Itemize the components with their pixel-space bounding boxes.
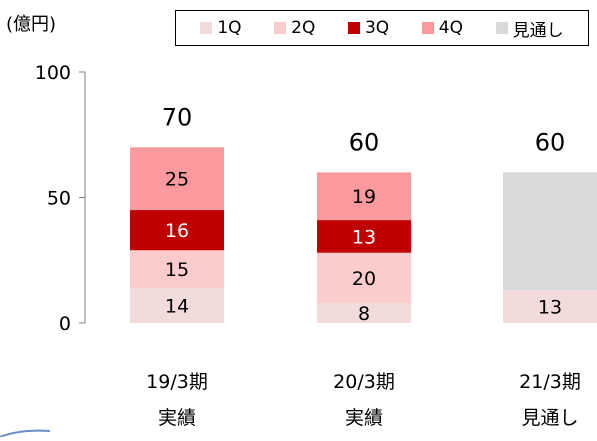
segment-data-label: 16 xyxy=(165,220,189,242)
legend: 1Q 2Q 3Q 4Q 見通し xyxy=(175,10,589,46)
segment-data-label: 14 xyxy=(165,295,189,317)
decorative-swoosh xyxy=(0,422,51,438)
legend-item-0: 1Q xyxy=(200,18,242,38)
x-category-label: 19/3期 xyxy=(146,371,208,393)
segment-data-label: 15 xyxy=(165,259,189,281)
legend-item-1: 2Q xyxy=(274,18,315,38)
x-category-sublabel: 実績 xyxy=(158,407,196,429)
bar-segment xyxy=(130,210,224,251)
y-tick-label: 100 xyxy=(35,62,71,84)
bar-segment xyxy=(503,290,597,323)
bar-segment xyxy=(503,172,597,291)
legend-swatch xyxy=(200,22,213,34)
x-category-label: 20/3期 xyxy=(333,371,395,393)
unit-label: (億円) xyxy=(6,14,57,35)
legend-swatch xyxy=(421,22,434,34)
segment-data-label: 13 xyxy=(352,226,376,248)
legend-swatch xyxy=(274,22,287,34)
segment-data-label: 8 xyxy=(358,303,370,325)
legend-label: 4Q xyxy=(438,18,463,38)
legend-swatch xyxy=(347,22,360,34)
legend-swatch xyxy=(495,22,508,34)
segment-data-label: 13 xyxy=(538,297,562,319)
legend-item-2: 3Q xyxy=(347,18,390,38)
y-tick-label: 0 xyxy=(59,313,71,335)
x-category-sublabel: 見通し xyxy=(521,407,578,429)
segment-data-label: 20 xyxy=(352,268,376,290)
x-category-label: 21/3期 xyxy=(519,371,581,393)
legend-label: 2Q xyxy=(291,18,316,38)
bar-segment xyxy=(317,220,411,253)
bar-segment xyxy=(130,287,224,323)
x-category-sublabel: 実績 xyxy=(345,407,383,429)
bar-segment xyxy=(130,147,224,211)
total-label: 60 xyxy=(349,128,380,156)
bar-segment xyxy=(317,172,411,221)
legend-item-3: 4Q xyxy=(421,18,463,38)
legend-label: 3Q xyxy=(364,18,390,38)
y-tick-label: 50 xyxy=(47,188,71,210)
legend-label: 1Q xyxy=(217,18,242,38)
segment-data-label: 25 xyxy=(165,169,189,191)
bar-segment xyxy=(130,250,224,288)
legend-label: 見通し xyxy=(512,20,564,41)
bar-segment xyxy=(317,252,411,303)
legend-item-4: 見通し xyxy=(495,16,564,41)
segment-data-label: 19 xyxy=(352,186,376,208)
bar-segment xyxy=(317,302,411,323)
total-label: 70 xyxy=(162,103,193,131)
total-label: 60 xyxy=(535,128,566,156)
